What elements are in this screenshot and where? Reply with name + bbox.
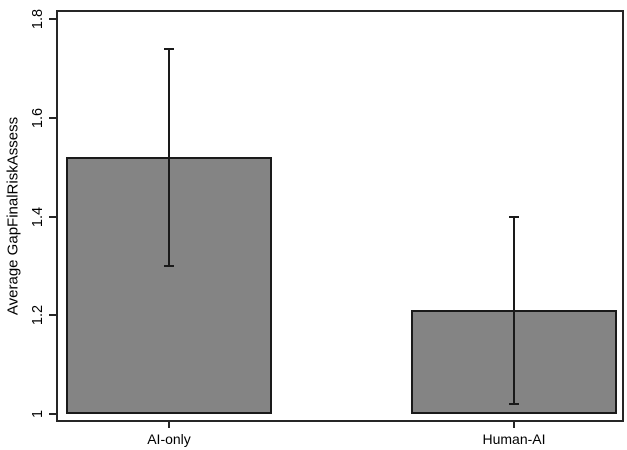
- error-bar-cap-bottom: [164, 264, 174, 267]
- y-tick-mark: [49, 18, 56, 20]
- y-tick-label: 1: [30, 409, 46, 419]
- y-tick-mark: [49, 413, 56, 415]
- y-tick-mark: [49, 116, 56, 119]
- x-tick-mark: [513, 422, 515, 428]
- x-tick-mark: [168, 422, 170, 428]
- y-tick-label: 1.6: [30, 107, 46, 128]
- y-tick-mark: [49, 314, 56, 317]
- x-category-label: Human-AI: [482, 431, 546, 447]
- y-axis-title: Average GapFinalRiskAssess: [4, 116, 22, 316]
- y-tick-label: 1.4: [30, 206, 46, 227]
- error-bar-cap-top: [509, 215, 519, 218]
- y-tick-mark: [49, 215, 56, 218]
- error-bar-line: [513, 216, 515, 405]
- x-category-label: AI-only: [147, 431, 191, 447]
- error-bar-cap-bottom: [509, 403, 519, 406]
- y-tick-label: 1.8: [30, 8, 46, 30]
- error-bar-cap-top: [164, 47, 174, 50]
- error-bar-line: [168, 48, 170, 266]
- y-tick-label: 1.2: [30, 305, 46, 326]
